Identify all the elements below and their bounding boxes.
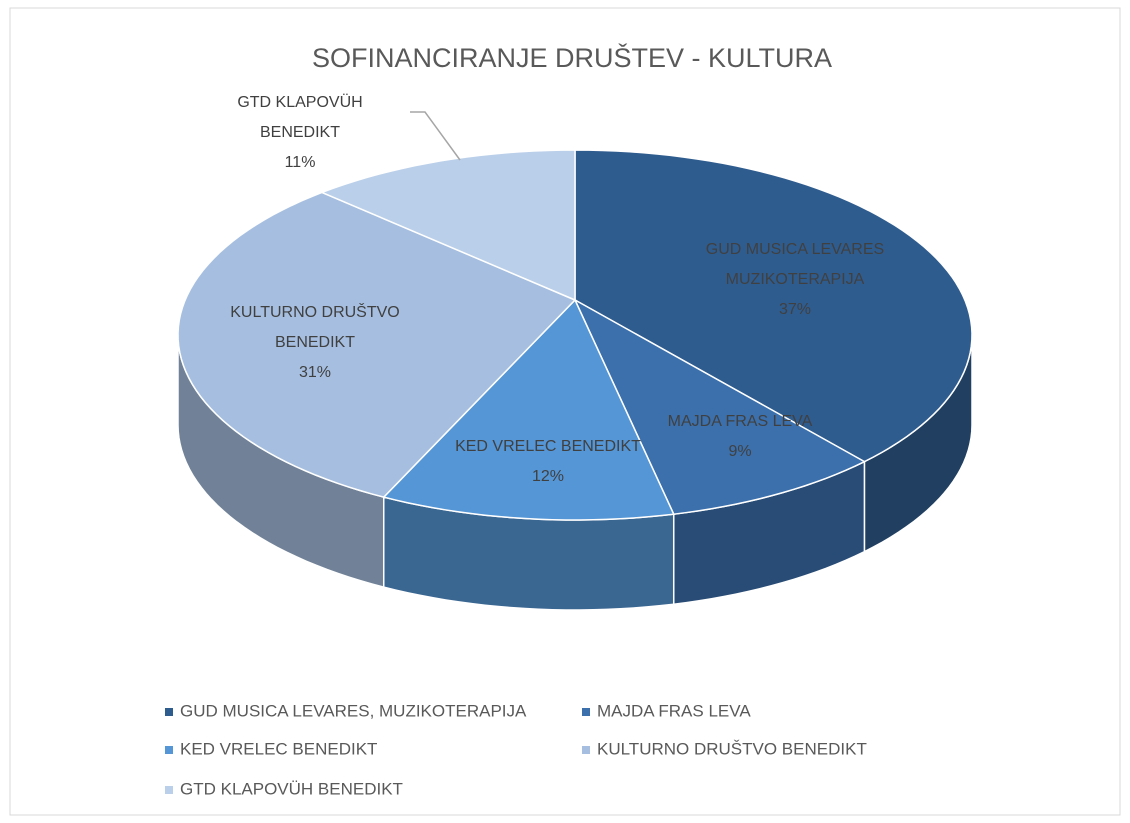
- data-label-value: 31%: [299, 364, 331, 381]
- data-label-name: MAJDA FRAS LEVA: [668, 413, 813, 430]
- leader-line: [410, 111, 461, 161]
- legend-swatch: [165, 746, 173, 754]
- pie-slice: [574, 149, 973, 463]
- legend-swatch: [165, 786, 173, 794]
- legend: GUD MUSICA LEVARES, MUZIKOTERAPIJA MAJDA …: [165, 701, 867, 798]
- pie-slice: [382, 298, 675, 521]
- pie-slice: [177, 191, 577, 498]
- chart-title: SOFINANCIRANJE DRUŠTEV - KULTURA: [312, 42, 832, 73]
- legend-label: MAJDA FRAS LEVA: [597, 701, 751, 720]
- legend-swatch: [582, 708, 590, 716]
- pie-slice: [319, 149, 576, 302]
- data-label-name: KULTURNO DRUŠTVO: [230, 302, 400, 321]
- data-labels: GUD MUSICA LEVARES MUZIKOTERAPIJA 37% MAJDA…: [230, 93, 884, 485]
- legend-label: GTD KLAPOVÜH BENEDIKT: [180, 779, 403, 798]
- data-label-name: BENEDIKT: [275, 334, 355, 351]
- data-label-name: GUD MUSICA LEVARES: [706, 241, 884, 258]
- data-label-name: BENEDIKT: [260, 124, 340, 141]
- data-label-value: 12%: [532, 468, 564, 485]
- legend-swatch: [582, 746, 590, 754]
- pie-tops: [177, 149, 973, 521]
- legend-label: KULTURNO DRUŠTVO BENEDIKT: [597, 739, 867, 758]
- data-label-value: 11%: [285, 154, 316, 171]
- data-label-name: GTD KLAPOVÜH: [237, 93, 362, 111]
- data-label-value: 9%: [728, 443, 751, 460]
- legend-swatch: [165, 708, 173, 716]
- pie-slice: [573, 298, 867, 516]
- pie-sides: [177, 334, 973, 611]
- data-label-name: MUZIKOTERAPIJA: [726, 271, 865, 288]
- data-label-value: 37%: [779, 301, 811, 318]
- legend-label: KED VRELEC BENEDIKT: [180, 739, 377, 758]
- legend-label: GUD MUSICA LEVARES, MUZIKOTERAPIJA: [180, 701, 527, 720]
- data-label-name: KED VRELEC BENEDIKT: [455, 438, 641, 455]
